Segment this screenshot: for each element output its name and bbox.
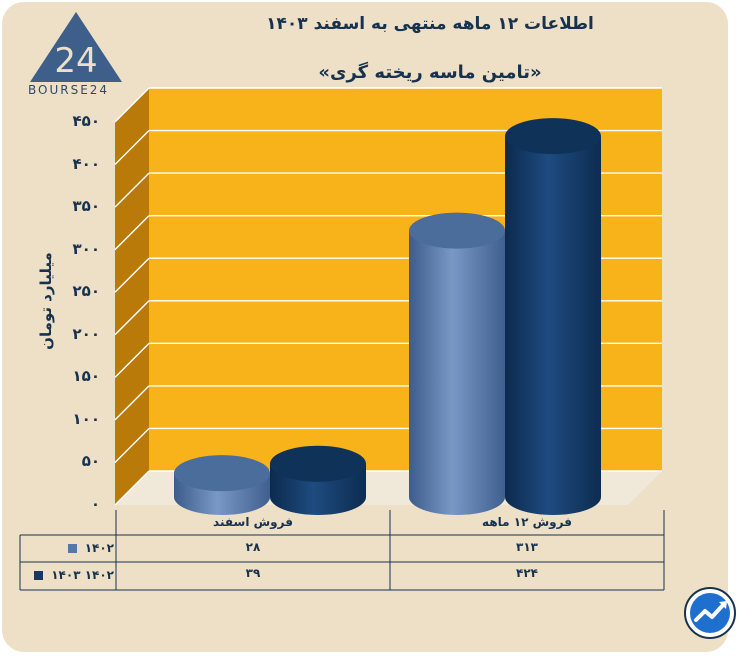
y-tick-label: ۲۰۰ bbox=[72, 324, 100, 343]
y-tick-label: ۴۰۰ bbox=[72, 154, 100, 173]
chart-title: اطلاعات ۱۲ ماهه منتهی به اسفند ۱۴۰۳ bbox=[266, 14, 594, 34]
category-label: فروش ۱۲ ماهه bbox=[482, 515, 572, 529]
bar-series-b-1 bbox=[270, 445, 366, 515]
bourse24-logo-icon: 24 bbox=[30, 12, 122, 82]
y-tick-label: ۱۵۰ bbox=[72, 367, 100, 386]
gridline bbox=[114, 130, 150, 166]
bar-series-a-1 bbox=[174, 455, 270, 515]
gridline bbox=[114, 257, 150, 293]
chart-subtitle: «تامین ماسه ریخته گری» bbox=[318, 62, 542, 83]
data-cell: ۳۹ bbox=[245, 566, 261, 580]
y-tick-label: ۳۵۰ bbox=[72, 197, 100, 216]
gridline bbox=[114, 300, 150, 336]
bar-series-a-0 bbox=[409, 212, 505, 515]
plot-side-wall bbox=[115, 88, 149, 505]
gridline bbox=[114, 342, 150, 378]
gridline bbox=[114, 215, 150, 251]
gridline bbox=[114, 385, 150, 421]
data-cell: ۴۲۴ bbox=[516, 566, 538, 580]
legend-label: ۱۴۰۲ bbox=[84, 541, 114, 555]
trend-chart-icon bbox=[684, 587, 736, 639]
legend-swatch bbox=[67, 543, 77, 553]
y-tick-label: ۱۰۰ bbox=[72, 409, 100, 428]
y-tick-label: ۰ bbox=[90, 495, 100, 513]
gridline bbox=[114, 87, 150, 123]
svg-text:24: 24 bbox=[54, 41, 97, 81]
gridline bbox=[114, 470, 150, 506]
logo-text: BOURSE24 bbox=[28, 83, 110, 97]
y-tick-label: ۲۵۰ bbox=[72, 282, 100, 301]
gridline bbox=[114, 427, 150, 463]
y-tick-label: ۵۰ bbox=[81, 452, 100, 471]
legend-label: ۱۴۰۲ ۱۴۰۳ bbox=[51, 568, 114, 582]
legend-entry: ۱۴۰۲ ۱۴۰۳ bbox=[20, 562, 114, 588]
bar-series-b-0 bbox=[505, 118, 601, 515]
y-tick-label: ۴۵۰ bbox=[72, 112, 100, 130]
y-tick-label: ۳۰۰ bbox=[72, 239, 100, 258]
data-cell: ۳۱۳ bbox=[516, 540, 538, 554]
gridline bbox=[114, 172, 150, 208]
legend-swatch bbox=[34, 570, 44, 580]
data-cell: ۲۸ bbox=[245, 540, 261, 554]
legend-entry: ۱۴۰۲ bbox=[20, 535, 114, 561]
category-label: فروش اسفند bbox=[213, 515, 293, 529]
